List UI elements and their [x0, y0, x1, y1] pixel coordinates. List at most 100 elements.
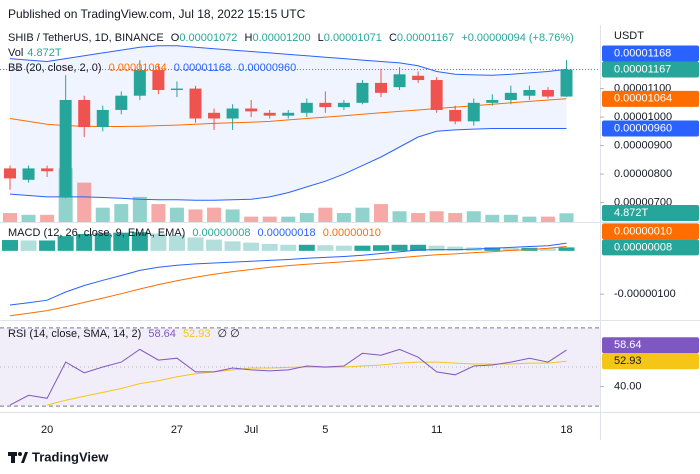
x-tick-label: 18: [560, 424, 572, 436]
axis-value-box: [602, 223, 699, 240]
macd-histogram-bar: [206, 239, 223, 251]
macd-histogram-bar: [224, 241, 241, 251]
macd-line: [9, 242, 567, 306]
candle-body: [300, 102, 313, 113]
legend-value: 0.00000010: [322, 227, 381, 239]
bb-lower: [9, 128, 567, 201]
legend-value: 0.00001071: [323, 32, 382, 44]
logo: [8, 452, 28, 463]
legend-value: 52.93: [182, 328, 211, 340]
candle-body: [412, 75, 425, 81]
legend-value: 0.00000960: [238, 62, 297, 74]
legend-change: +0.00000094 (+8.76%): [461, 32, 574, 44]
axis-value-label: 0.00000960: [614, 122, 672, 134]
legend-extra: ∅ ∅: [217, 328, 240, 340]
candle-body: [59, 99, 72, 197]
legend-value: 0.00001168: [173, 62, 232, 74]
candle-body: [430, 80, 443, 110]
macd-histogram-bar: [2, 240, 18, 251]
axis-value-box: [602, 61, 699, 78]
macd-histogram-bar: [391, 244, 408, 251]
y-tick-label: 40.00: [614, 380, 642, 392]
macd-histogram-bar: [168, 235, 185, 251]
candle-body: [96, 109, 109, 128]
axis-value-box: [602, 90, 699, 107]
axis-value-label: 0.00000010: [614, 225, 672, 237]
legend-value: 0.00001200: [252, 32, 311, 44]
candle-body: [4, 168, 16, 179]
axis-value-label: 0.00000008: [614, 241, 672, 253]
candle-body: [263, 112, 276, 116]
macd-histogram-bar: [410, 244, 427, 251]
axis-value-label: 52.93: [614, 355, 642, 367]
candle-body: [319, 102, 332, 108]
x-tick-label: Jul: [244, 424, 258, 436]
candle-body: [133, 70, 146, 96]
footer-brand: TradingView: [32, 449, 109, 464]
legend-key: RSI (14, close, SMA, 14, 2): [8, 328, 142, 340]
axis-value-label: 0.00001168: [614, 47, 671, 59]
candle-body: [486, 99, 499, 103]
y-tick-label: 0.00000900: [614, 140, 672, 152]
candle-body: [115, 95, 128, 110]
macd-histogram-bar: [317, 245, 334, 251]
macd-histogram-bar: [539, 248, 556, 251]
volume-bar: [225, 209, 240, 222]
volume-bar: [466, 211, 481, 222]
axis-value-box: [602, 205, 699, 221]
axis-value-box: [602, 353, 699, 370]
axis-value-box: [602, 120, 699, 137]
legend-value: 0.00001167: [396, 32, 455, 44]
volume-bar: [355, 207, 370, 222]
macd-histogram-bar: [131, 232, 148, 251]
candle-body: [523, 90, 536, 96]
volume-bar: [411, 213, 426, 222]
y-tick-label: 0.00001000: [614, 111, 672, 123]
legend-key: MACD (12, 26, close, 9, EMA, EMA): [8, 227, 186, 239]
candle-body: [541, 90, 554, 97]
candle-body: [504, 92, 517, 100]
macd-histogram-bar: [57, 236, 74, 251]
macd-histogram-bar: [20, 240, 37, 251]
legend-value: 0.00001064: [108, 62, 167, 74]
volume-bar: [522, 216, 537, 222]
volume-bar: [40, 214, 55, 222]
volume-bar: [151, 204, 166, 222]
candle-body: [282, 112, 295, 116]
macd-histogram-bar: [354, 245, 371, 251]
legend-volume: Vol 4.872T: [8, 47, 66, 59]
candle-body: [245, 108, 258, 112]
macd-histogram-bar: [484, 247, 501, 251]
volume-bar: [448, 213, 463, 222]
volume-bar: [169, 207, 184, 222]
volume-bar: [392, 211, 407, 222]
published: Published on TradingView.com, Jul 18, 20…: [8, 7, 306, 21]
volume-bar: [77, 182, 92, 222]
bb-upper: [9, 45, 567, 76]
volume-bar: [3, 213, 17, 222]
legend-key: C: [388, 32, 397, 44]
macd-histogram-bar: [187, 237, 204, 251]
legend-bb: BB (20, close, 2, 0) 0.00001064 0.000011…: [8, 62, 300, 74]
legend-key: Vol: [8, 47, 24, 59]
band-fill: [10, 45, 567, 201]
axis-unit: USDT: [614, 30, 644, 42]
volume-bar: [21, 214, 36, 222]
x-tick-label: 27: [171, 424, 183, 436]
volume-bar: [485, 214, 500, 222]
candle-body: [393, 74, 406, 88]
candle-body: [189, 88, 202, 119]
axis-value-box: [602, 45, 699, 62]
legend-value: 0.00000018: [257, 227, 316, 239]
axis-value-label: 0.00001167: [614, 63, 671, 75]
y-tick-label: -0.00000100: [614, 288, 676, 300]
macd-histogram-bar: [428, 245, 445, 251]
macd-histogram-bar: [298, 244, 315, 251]
volume-bar: [188, 209, 203, 222]
volume-bar: [540, 216, 555, 222]
volume-bar: [95, 207, 110, 222]
volume-bar: [132, 196, 147, 222]
legend-rsi: RSI (14, close, SMA, 14, 2) 58.64 52.93 …: [8, 327, 244, 340]
logo-shape: [18, 452, 22, 456]
